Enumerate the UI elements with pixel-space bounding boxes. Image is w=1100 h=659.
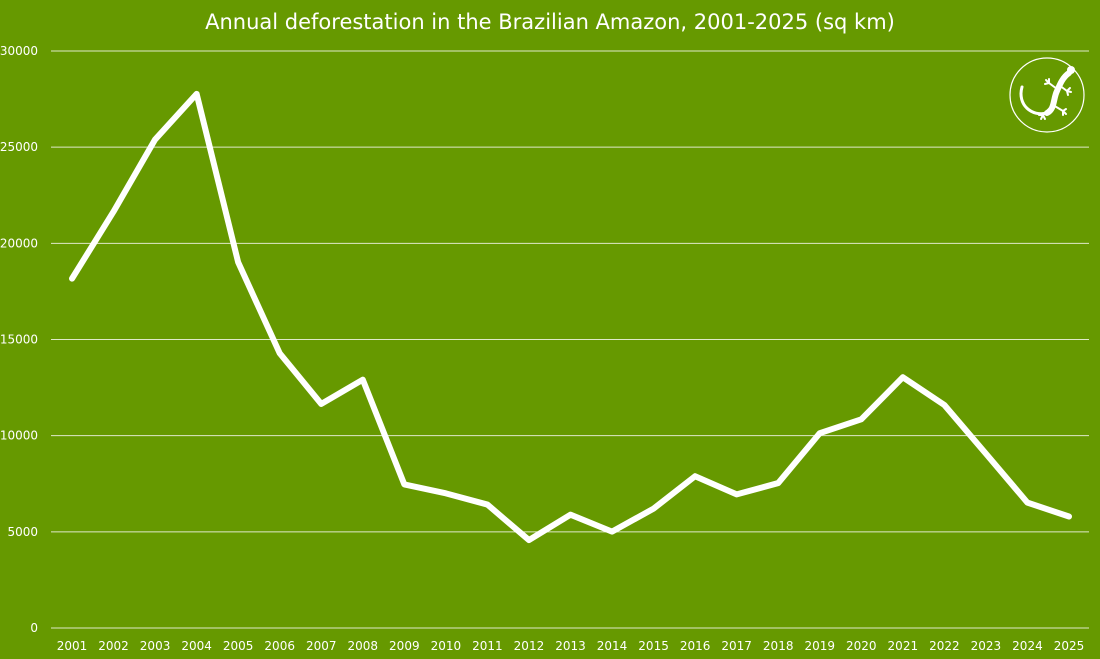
y-tick-label: 5000 (7, 525, 38, 539)
x-tick-label: 2008 (348, 639, 379, 653)
y-tick-label: 20000 (0, 236, 38, 250)
data-point (527, 538, 531, 542)
grid-layer (51, 50, 1089, 629)
x-tick-label: 2010 (431, 639, 462, 653)
x-tick-label: 2007 (306, 639, 337, 653)
x-tick-label: 2005 (223, 639, 254, 653)
data-point (112, 210, 116, 214)
x-tick-label: 2022 (929, 639, 960, 653)
x-tick-label: 2012 (514, 639, 545, 653)
x-tick-label: 2003 (140, 639, 171, 653)
x-tick-label: 2024 (1012, 639, 1043, 653)
data-point (610, 530, 614, 534)
data-point (776, 481, 780, 485)
data-point (402, 482, 406, 486)
data-point (236, 260, 240, 264)
y-tick-label: 0 (30, 621, 38, 635)
y-axis-ticks: 0 5000 10000 15000 20000 25000 30000 (0, 44, 38, 635)
x-tick-label: 2013 (555, 639, 586, 653)
x-tick-label: 2018 (763, 639, 794, 653)
x-tick-label: 2023 (971, 639, 1002, 653)
data-point (901, 375, 905, 379)
y-tick-label: 30000 (0, 44, 38, 58)
series-layer (69, 90, 1072, 544)
data-point (818, 431, 822, 435)
data-point (652, 507, 656, 511)
data-point (195, 92, 199, 96)
x-tick-label: 2001 (57, 639, 88, 653)
data-point (361, 378, 365, 382)
data-point (444, 491, 448, 495)
x-tick-label: 2021 (888, 639, 919, 653)
series-line (69, 90, 1072, 544)
x-tick-label: 2016 (680, 639, 711, 653)
data-point (735, 492, 739, 496)
x-tick-label: 2002 (98, 639, 129, 653)
chart-title: Annual deforestation in the Brazilian Am… (205, 10, 895, 34)
data-point (942, 403, 946, 407)
data-point (859, 417, 863, 421)
data-point (1025, 501, 1029, 505)
x-axis-ticks: 2001 2002 2003 2004 2005 2006 2007 2008 2009 2010… (57, 639, 1085, 653)
x-tick-label: 2006 (264, 639, 295, 653)
data-point (70, 277, 74, 281)
data-point (278, 351, 282, 355)
y-tick-label: 15000 (0, 333, 38, 347)
x-tick-label: 2014 (597, 639, 628, 653)
data-point (569, 513, 572, 517)
x-tick-label: 2011 (472, 639, 503, 653)
x-tick-label: 2004 (181, 639, 212, 653)
data-point (693, 474, 697, 478)
data-point (153, 138, 157, 142)
data-point (984, 452, 988, 456)
x-tick-label: 2009 (389, 639, 420, 653)
y-tick-label: 25000 (0, 140, 38, 154)
x-tick-label: 2017 (721, 639, 752, 653)
x-tick-label: 2019 (804, 639, 835, 653)
gecko-icon (1009, 57, 1085, 133)
data-point (485, 503, 489, 507)
y-tick-label: 10000 (0, 429, 38, 443)
data-point (1067, 515, 1071, 519)
data-point (319, 402, 323, 406)
x-tick-label: 2020 (846, 639, 877, 653)
x-tick-label: 2015 (638, 639, 669, 653)
x-tick-label: 2025 (1054, 639, 1085, 653)
